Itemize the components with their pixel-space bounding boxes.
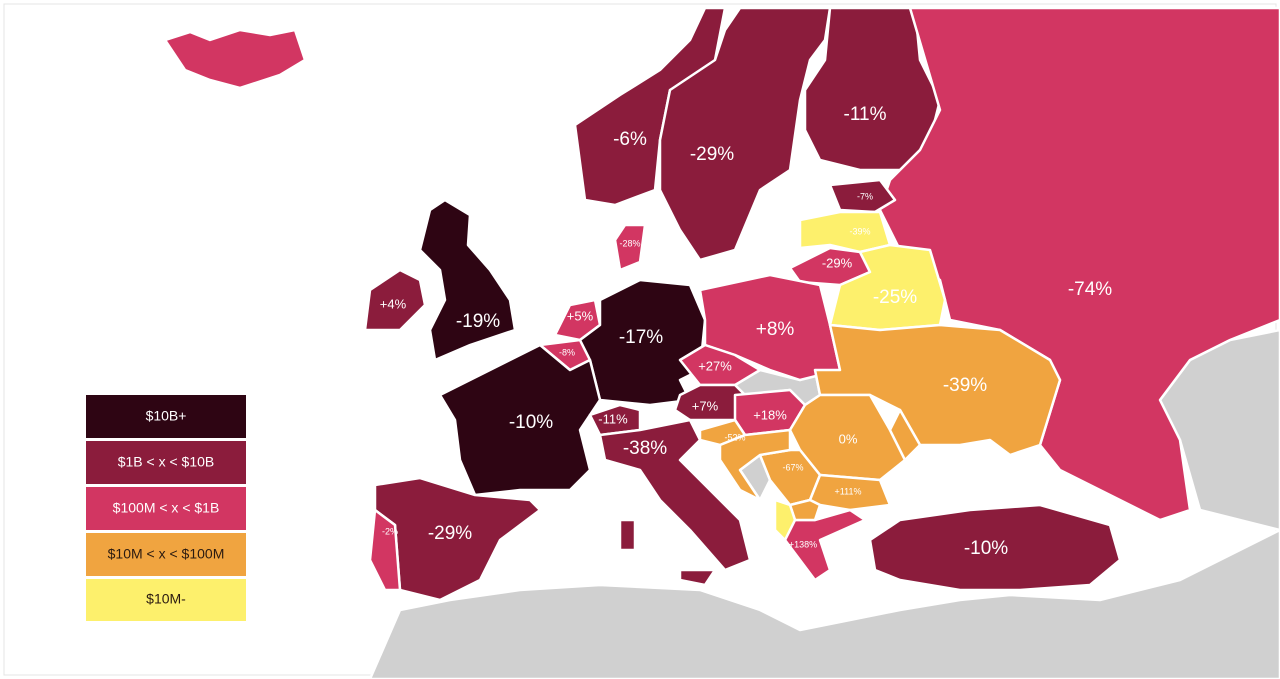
legend-label: $1B < x < $10B: [118, 454, 215, 470]
region-label: +111%: [835, 486, 862, 496]
region: [798, 210, 892, 254]
region-label: -67%: [782, 462, 803, 472]
region: [788, 393, 907, 482]
region-label: -2%: [382, 526, 398, 536]
land: [368, 528, 1280, 679]
region-label: -29%: [428, 523, 472, 544]
region: [553, 298, 602, 342]
no-data-land: [368, 328, 1280, 679]
region: [618, 518, 637, 552]
region-label: -28%: [619, 238, 640, 248]
region-labels: -6% -29% -11% -74% -7% -39% -29% -25% -1…: [380, 104, 1112, 559]
region: [803, 6, 942, 172]
legend-swatch: [86, 441, 246, 484]
legend: $10B+ $1B < x < $10B $100M < x < $1B $10…: [86, 395, 246, 621]
region: [438, 343, 602, 497]
region-label: -39%: [849, 226, 870, 236]
region-label: -8%: [559, 347, 575, 357]
region-label: +4%: [380, 296, 407, 311]
region: [813, 323, 1062, 457]
region-label: -10%: [964, 538, 1008, 559]
region: [588, 403, 642, 437]
region-label: -17%: [619, 327, 663, 348]
region-label: -11%: [598, 411, 628, 426]
region-label: -38%: [623, 438, 667, 459]
region: [418, 198, 517, 362]
region-label: -19%: [456, 311, 500, 332]
region: [598, 418, 752, 572]
region-label: 0%: [839, 431, 858, 446]
region: [678, 568, 717, 587]
region-label: -29%: [822, 255, 853, 270]
legend-label: $10B+: [146, 408, 187, 424]
region-label: +8%: [756, 319, 795, 340]
region: [718, 428, 792, 502]
region-label: +5%: [567, 308, 594, 323]
legend-swatch: [86, 395, 246, 438]
region: [888, 408, 922, 462]
region: [613, 223, 647, 272]
legend-swatch: [86, 579, 246, 621]
region: [163, 28, 307, 90]
region: [363, 268, 427, 332]
region-label: +138%: [789, 539, 817, 549]
region-label: -7%: [857, 191, 873, 201]
legend-swatch: [86, 487, 246, 530]
region: [828, 178, 897, 214]
region: [658, 6, 832, 262]
region: [773, 498, 797, 542]
legend-swatch: [86, 533, 246, 576]
region-label: -74%: [1068, 279, 1112, 300]
region-label: +7%: [692, 398, 719, 413]
region-label: -39%: [943, 375, 987, 396]
region: [368, 508, 402, 592]
region-label: -6%: [613, 129, 647, 150]
legend-label: $10M < x < $100M: [108, 546, 225, 562]
region-label: +27%: [698, 358, 732, 373]
region-label: -25%: [873, 287, 917, 308]
legend-label: $100M < x < $1B: [113, 500, 220, 516]
region-label: -10%: [509, 412, 553, 433]
region: [868, 503, 1122, 592]
region-label: +18%: [753, 407, 787, 422]
region-label: -29%: [690, 144, 734, 165]
region-label: -11%: [844, 104, 887, 125]
legend-label: $10M-: [146, 591, 186, 607]
region-label: -52%: [724, 432, 745, 442]
